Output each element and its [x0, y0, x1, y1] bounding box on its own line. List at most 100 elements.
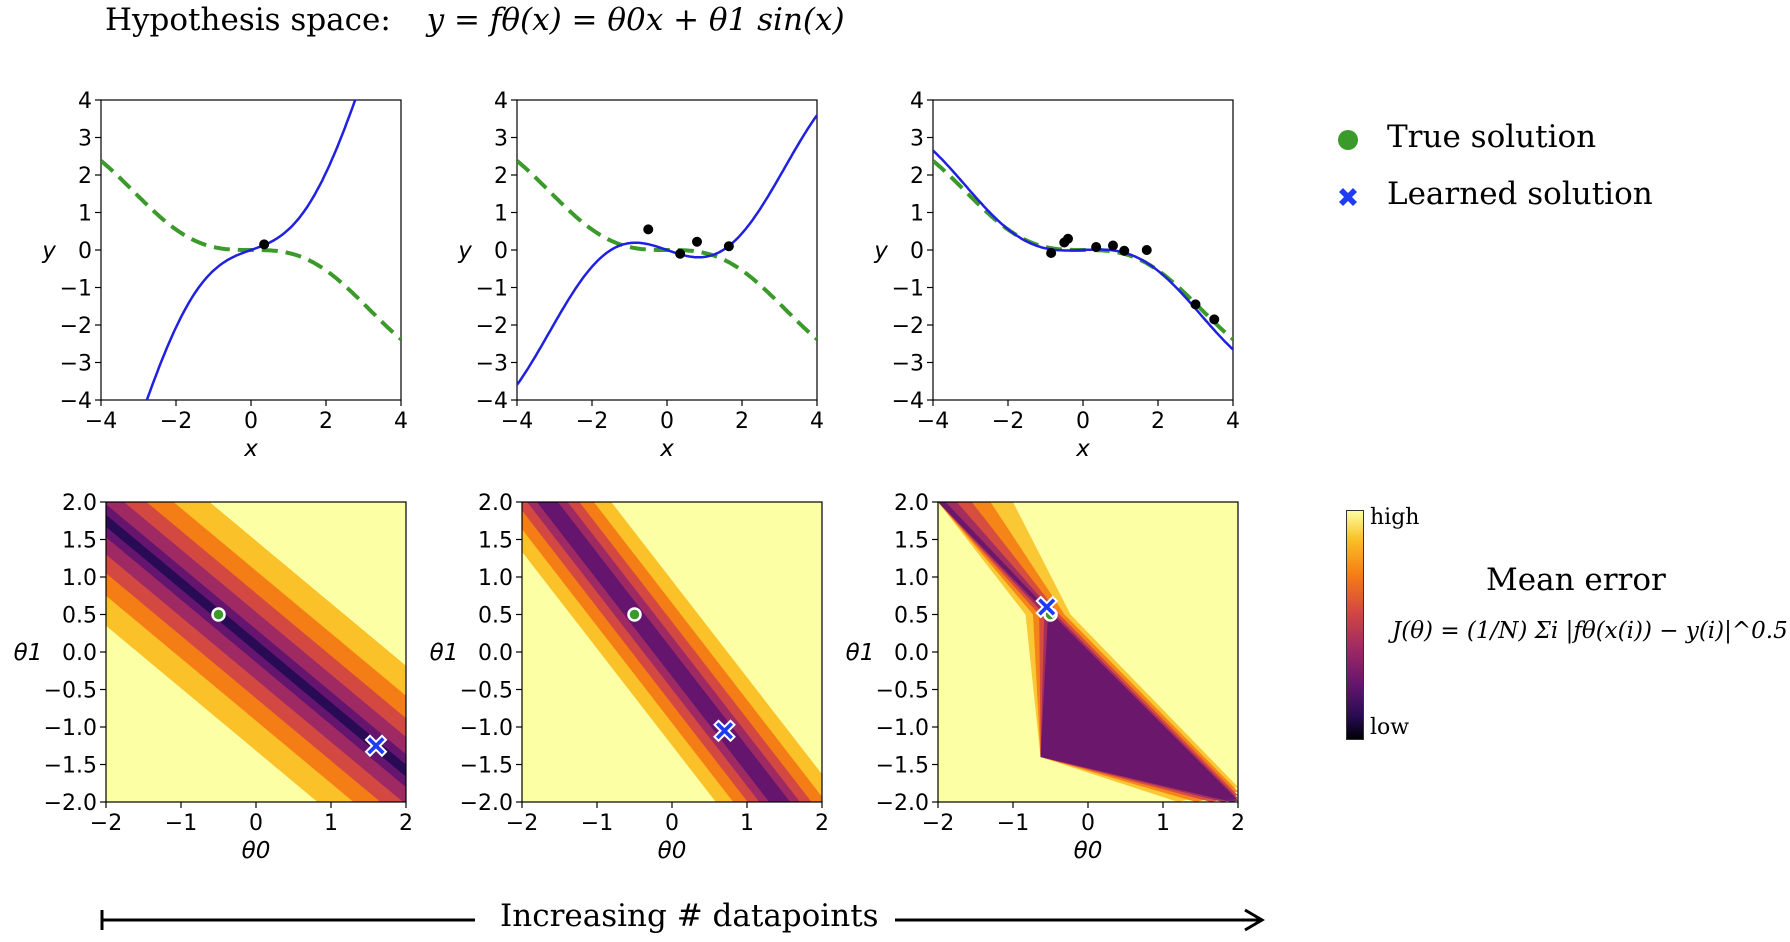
chart-bottom-1: −2 −1 0 1 2 2.0 1.5 1.0 0.5 0.0 −0.5 −1.0 −1.5 −2.0 θ0…	[14, 491, 413, 864]
colorbar-low-label: low	[1370, 715, 1410, 740]
increasing-arrow	[100, 908, 1265, 932]
y-tick-label: 1.5	[62, 529, 97, 554]
y-tick-label: 0.5	[478, 604, 513, 629]
y-tick-label: 2.0	[478, 491, 513, 516]
x-tick-label: −1	[165, 811, 197, 836]
data-point	[1141, 245, 1152, 255]
data-point	[675, 248, 686, 259]
plot-area	[933, 149, 1233, 351]
true-solution-marker	[211, 607, 226, 622]
y-tick-label: −2.0	[460, 791, 513, 816]
arrow-head-icon	[1244, 908, 1265, 932]
y-tick-label: 0	[78, 239, 92, 264]
y-axis-label: θ1	[430, 640, 459, 666]
y-tick-label: −2	[892, 314, 924, 339]
y-tick-label: −1.0	[460, 716, 513, 741]
x-tick-label: 2	[1151, 409, 1165, 434]
y-tick-label: −4	[60, 389, 92, 414]
y-tick-label: −2	[60, 314, 92, 339]
y-tick-label: −3	[476, 352, 508, 377]
y-tick-label: −3	[892, 352, 924, 377]
y-tick-label: 4	[910, 89, 924, 114]
y-tick-label: 3	[910, 127, 924, 152]
learned-curve	[145, 100, 357, 400]
plot-area	[517, 114, 817, 386]
learned-curve	[933, 149, 1233, 351]
y-tick-label: 1.0	[894, 566, 929, 591]
x-tick-label: 0	[1076, 409, 1090, 434]
colorbar-high-label: high	[1370, 505, 1420, 530]
y-tick-label: −1.5	[44, 754, 97, 779]
x-axis-label: x	[243, 436, 258, 462]
y-axis-label: θ1	[14, 640, 43, 666]
y-tick-label: −4	[476, 389, 508, 414]
x-tick-label: 1	[324, 811, 338, 836]
y-tick-label: 1	[78, 202, 92, 227]
y-tick-label: −1.5	[876, 754, 929, 779]
data-point	[692, 236, 702, 247]
x-tick-label: 4	[810, 409, 824, 434]
y-tick-label: −1.0	[876, 716, 929, 741]
x-tick-label: −1	[997, 811, 1029, 836]
y-axis-label: y	[41, 238, 56, 264]
learned-curve	[517, 114, 817, 386]
chart-bottom-2: −2 −1 0 1 2 2.0 1.5 1.0 0.5 0.0 −0.5 −1.0 −1.5 −2.0 θ0…	[430, 491, 829, 864]
x-tick-label: −2	[922, 811, 954, 836]
chart-top-1: −4 −2 0 2 4 4 3 2 1 0 −1 −2 −3 −4 x y	[41, 89, 408, 462]
data-point	[1119, 245, 1130, 256]
x-tick-label: −2	[992, 409, 1024, 434]
heatmap-band	[106, 514, 406, 777]
x-tick-label: 2	[815, 811, 829, 836]
y-tick-label: 1	[494, 202, 508, 227]
y-tick-label: 0.0	[894, 641, 929, 666]
data-point	[1190, 299, 1201, 310]
y-tick-label: 0.0	[62, 641, 97, 666]
x-axis-label: x	[659, 436, 674, 462]
chart-top-3: −4 −2 0 2 4 4 3 2 1 0 −1 −2 −3 −4 x y	[873, 89, 1240, 462]
y-axis-label: θ1	[846, 640, 875, 666]
y-tick-label: −3	[60, 352, 92, 377]
true-solution-marker	[627, 607, 642, 622]
x-tick-label: −4	[85, 409, 117, 434]
y-tick-label: 2.0	[62, 491, 97, 516]
title-prefix: Hypothesis space:	[105, 2, 391, 38]
learned-solution-marker	[713, 719, 736, 743]
x-tick-label: 2	[735, 409, 749, 434]
green-dot-icon	[1338, 130, 1358, 150]
y-tick-label: 1.5	[894, 529, 929, 554]
y-tick-label: 1.0	[62, 566, 97, 591]
data-point	[723, 241, 734, 252]
data-point	[1108, 240, 1118, 251]
x-axis-label: θ0	[242, 838, 271, 864]
y-axis-label: y	[873, 238, 888, 264]
x-tick-label: 0	[249, 811, 263, 836]
y-tick-label: −1	[60, 277, 92, 302]
y-tick-label: 2	[494, 164, 508, 189]
heatmap-band	[938, 502, 1238, 802]
y-tick-label: −2.0	[44, 791, 97, 816]
data-point	[643, 224, 654, 235]
x-axis-label: θ0	[658, 838, 687, 864]
x-tick-label: 4	[1226, 409, 1240, 434]
y-tick-label: −4	[892, 389, 924, 414]
y-tick-label: 2.0	[894, 491, 929, 516]
y-tick-label: −1.0	[44, 716, 97, 741]
chart-bottom-3: −2 −1 0 1 2 2.0 1.5 1.0 0.5 0.0 −0.5 −1.0 −1.5 −2.0 θ0…	[846, 491, 1245, 864]
y-tick-label: 0.5	[894, 604, 929, 629]
legend-true-label: True solution	[1387, 119, 1597, 155]
y-tick-label: 4	[494, 89, 508, 114]
y-tick-label: 1	[910, 202, 924, 227]
heatmap-field	[522, 502, 822, 802]
mean-error-formula: J(θ) = (1/N) Σi |fθ(x(i)) − y(i)|^0.5	[1392, 618, 1788, 644]
x-tick-label: −2	[506, 811, 538, 836]
heatmap-field	[938, 502, 1238, 802]
x-tick-label: −2	[90, 811, 122, 836]
x-tick-label: 2	[319, 409, 333, 434]
x-tick-label: 1	[740, 811, 754, 836]
data-point	[1063, 233, 1073, 244]
x-tick-label: 1	[1156, 811, 1170, 836]
x-tick-label: −2	[160, 409, 192, 434]
y-tick-label: 0	[494, 239, 508, 264]
learned-solution-marker	[1035, 595, 1059, 619]
